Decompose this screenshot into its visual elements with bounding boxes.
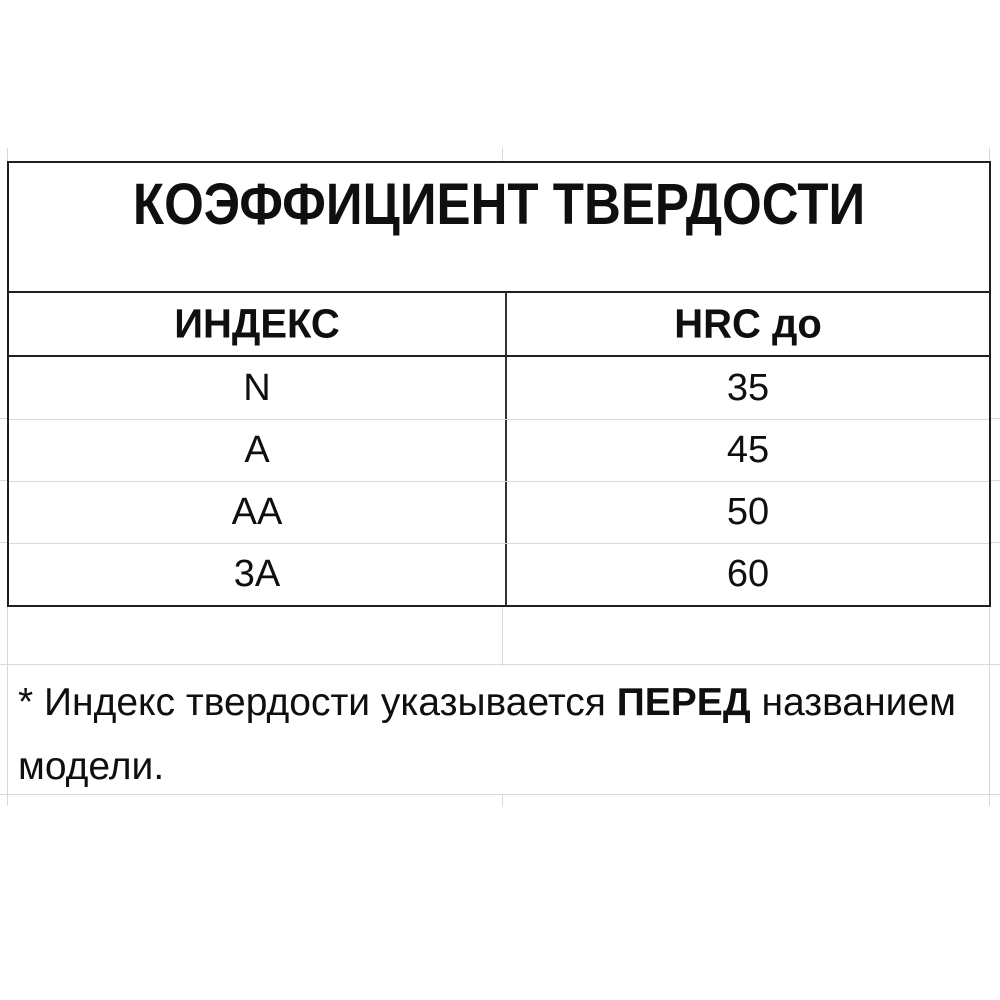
cell-hrc: 35 xyxy=(505,357,989,419)
table-header-row: ИНДЕКС HRC до xyxy=(9,292,989,357)
column-header-hrc: HRC до xyxy=(505,292,989,356)
cell-index: AA xyxy=(231,491,283,533)
hardness-table: КОЭФФИЦИЕНТ ТВЕРДОСТИ ИНДЕКС HRC до N 35… xyxy=(7,161,991,607)
cell-hrc: 45 xyxy=(505,420,989,481)
table-title-row: КОЭФФИЦИЕНТ ТВЕРДОСТИ xyxy=(9,163,989,293)
cell-hrc: 50 xyxy=(505,482,989,543)
footnote-text-suffix: названием модели. xyxy=(18,681,956,788)
footnote-text-bold: ПЕРЕД xyxy=(616,681,751,724)
cell-index: N xyxy=(243,366,271,409)
table-row: N 35 xyxy=(9,357,989,419)
cell-hrc: 60 xyxy=(505,544,989,605)
table-title: КОЭФФИЦИЕНТ ТВЕРДОСТИ xyxy=(132,172,866,237)
footnote: * Индекс твердости указывается ПЕРЕД наз… xyxy=(8,665,990,795)
gridline-empty-row-bottom xyxy=(0,664,1000,665)
table-row: A 45 xyxy=(9,419,989,481)
gridline-vertical-middle-bottom-stub xyxy=(502,794,503,807)
table-row: 3A 60 xyxy=(9,543,989,605)
column-header-index: ИНДЕКС xyxy=(174,301,340,346)
cell-index: A xyxy=(244,429,270,471)
footnote-text-prefix: * Индекс твердости указывается xyxy=(18,681,617,724)
cell-index: 3A xyxy=(233,553,281,595)
gridline-footnote-bottom xyxy=(0,794,1000,795)
table-row: AA 50 xyxy=(9,481,989,543)
